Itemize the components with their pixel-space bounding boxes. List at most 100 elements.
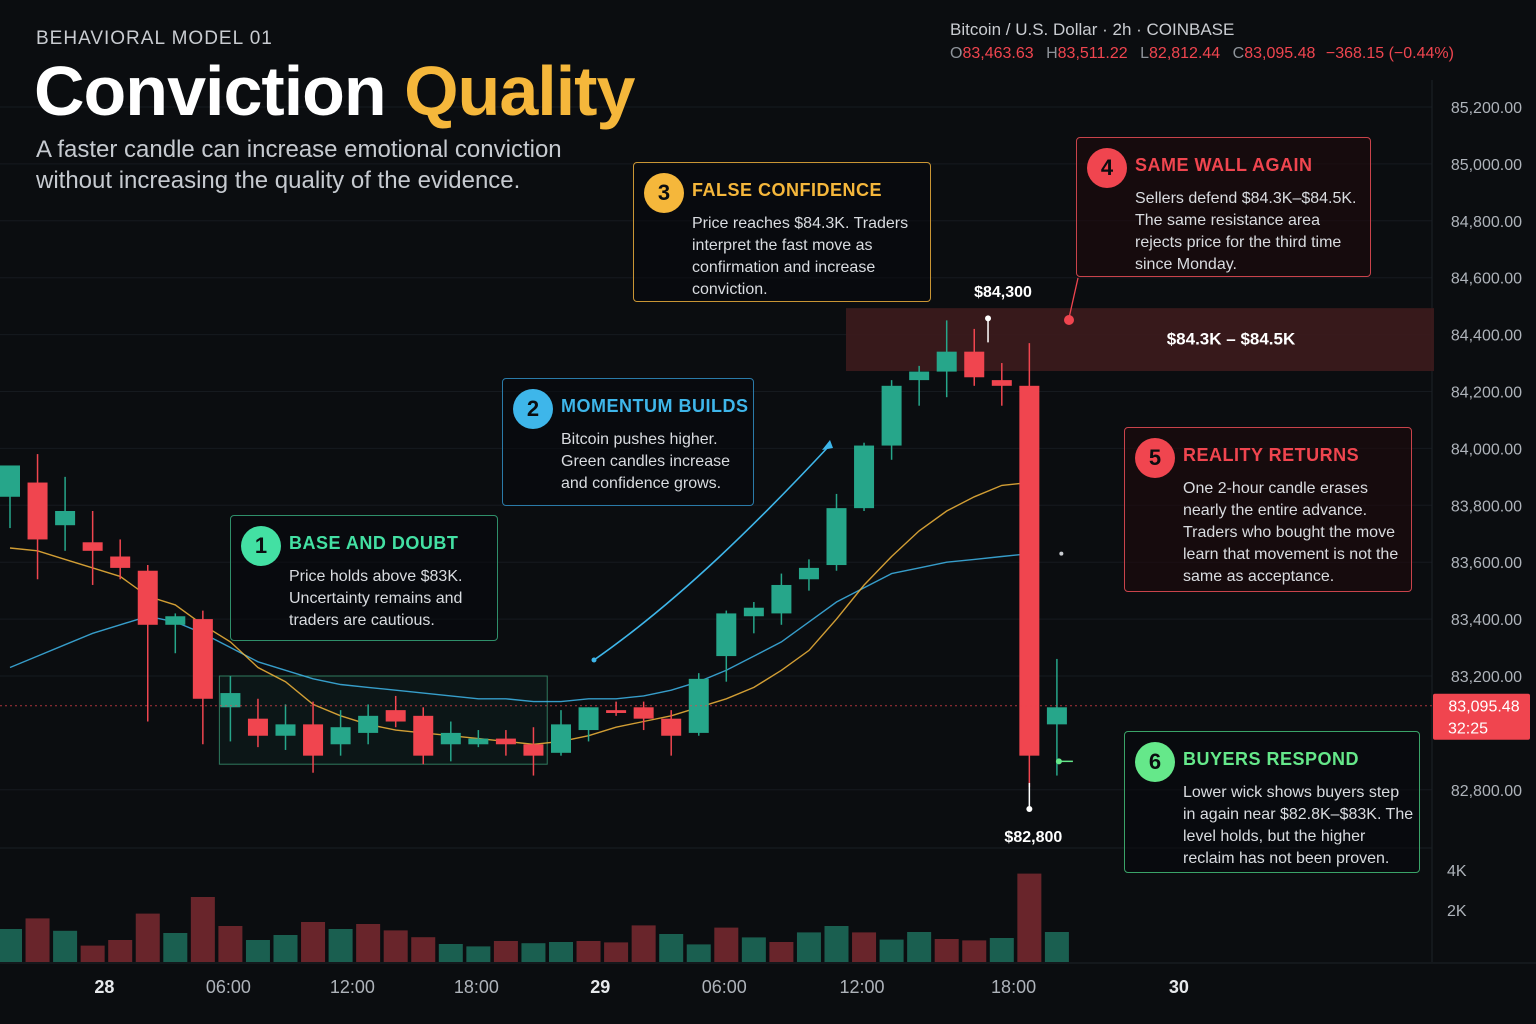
callout-text: Sellers defend $84.3K–$84.5K. The same r… (1135, 190, 1357, 273)
high-label: H (1046, 45, 1058, 62)
low-label: L (1140, 45, 1150, 62)
candle (303, 701, 324, 773)
volume-bar (190, 897, 215, 962)
callout-title: SAME WALL AGAIN (1135, 155, 1313, 175)
callout-title: BASE AND DOUBT (289, 533, 459, 553)
callout-base-and-doubt: 1 BASE AND DOUBT Price holds above $83K.… (230, 515, 498, 641)
callout-text: One 2-hour candle erases nearly the enti… (1183, 480, 1399, 585)
candle-body (55, 510, 76, 526)
candle (798, 559, 819, 591)
candle (991, 363, 1012, 406)
volume-bar (135, 913, 160, 962)
candle (1019, 343, 1040, 787)
subtitle: A faster candle can increase emotional c… (36, 136, 562, 194)
step-badge-3: 3 (644, 173, 684, 213)
candles (0, 320, 1067, 787)
volume-bar (1017, 873, 1042, 962)
callout-title: REALITY RETURNS (1183, 445, 1360, 465)
resistance-zone (846, 308, 1434, 372)
candle-body (0, 465, 20, 497)
volume-bar (0, 929, 22, 962)
candle (936, 320, 957, 398)
price-axis: 85,200.00 85,000.00 84,800.00 84,600.00 84,4… (1433, 100, 1530, 920)
price-tick-label: 85,200.00 (1451, 100, 1522, 117)
volume-tick-label: 4K (1447, 863, 1467, 880)
step-badge-1: 1 (241, 526, 281, 566)
candle-body (606, 710, 627, 713)
volume-bar (879, 939, 904, 962)
candle-body (137, 570, 158, 625)
volume-bar (1044, 932, 1069, 962)
ema-end-dot (1059, 551, 1064, 556)
time-tick-label: 06:00 (206, 977, 251, 997)
candle-body (1046, 707, 1067, 725)
price-tick-label: 83,200.00 (1451, 669, 1522, 686)
candle (771, 573, 792, 625)
candle (55, 476, 76, 551)
candle (881, 380, 902, 460)
time-axis: 28 06:00 12:00 18:00 29 06:00 12:00 18:00 30 (94, 977, 1188, 997)
volume-bar (383, 930, 408, 962)
high-value: 83,511.22 (1057, 45, 1128, 62)
candle-body (991, 380, 1012, 386)
callout-text: Price reaches $84.3K. Traders interpret … (692, 215, 909, 298)
volume-bars (0, 873, 1069, 962)
open-label: O (950, 45, 963, 62)
candle-body (578, 707, 599, 731)
candle-body (881, 385, 902, 446)
candle (826, 493, 847, 571)
time-tick-label: 29 (590, 977, 610, 997)
candle-body (247, 718, 268, 736)
volume-bar (686, 944, 711, 962)
time-tick-label: 06:00 (702, 977, 747, 997)
volume-bar (934, 939, 959, 962)
candle (385, 695, 406, 728)
chart-annotations: $84,300 $82,800 (0, 277, 1432, 846)
candle (854, 442, 875, 511)
volume-bar (108, 940, 133, 962)
candle-body (716, 613, 737, 657)
base-consolidation-box (218, 675, 548, 765)
low-marker-dot (1026, 805, 1033, 812)
volume-bar (273, 935, 298, 962)
callout-text: Lower wick shows buyers step in again ne… (1183, 784, 1414, 867)
volume-bar (163, 933, 188, 962)
low-value: 82,812.44 (1149, 45, 1221, 62)
candle-body (661, 718, 682, 736)
step-badge-5: 5 (1135, 438, 1175, 478)
candle (551, 710, 571, 756)
volume-bar (549, 942, 573, 962)
candle (964, 328, 985, 386)
price-tick-label: 83,600.00 (1451, 555, 1522, 572)
volume-bar (25, 918, 50, 962)
volume-bar (714, 927, 739, 962)
candle-body (303, 724, 324, 756)
candle-body (1019, 385, 1040, 756)
callout-title: MOMENTUM BUILDS (561, 396, 749, 416)
candle-body (165, 616, 186, 625)
price-tick-label: 85,000.00 (1451, 157, 1522, 174)
candle-body (964, 351, 985, 378)
volume-bar (218, 926, 243, 962)
volume-bar (245, 940, 270, 962)
price-tick-label: 84,800.00 (1451, 214, 1522, 231)
candle (110, 539, 131, 580)
candle (330, 710, 351, 756)
open-value: 83,463.63 (962, 45, 1034, 62)
page-title: Conviction Quality (34, 52, 635, 130)
candle-body (358, 715, 379, 733)
volume-bar (438, 944, 463, 962)
close-label: C (1232, 45, 1245, 62)
volume-bar (741, 937, 766, 962)
price-tick-label: 84,200.00 (1451, 385, 1522, 402)
candle-body (82, 542, 103, 551)
price-tick-label: 84,600.00 (1451, 271, 1522, 288)
time-tick-label: 18:00 (454, 977, 499, 997)
resistance-zone-label: $84.3K – $84.5K (1167, 330, 1296, 349)
candle-body (330, 727, 351, 745)
volume-bar (356, 924, 381, 962)
candle (137, 565, 158, 722)
wall-pointer-line (1068, 277, 1079, 319)
callout-reality-returns: 5 REALITY RETURNS One 2-hour candle eras… (1124, 427, 1412, 592)
